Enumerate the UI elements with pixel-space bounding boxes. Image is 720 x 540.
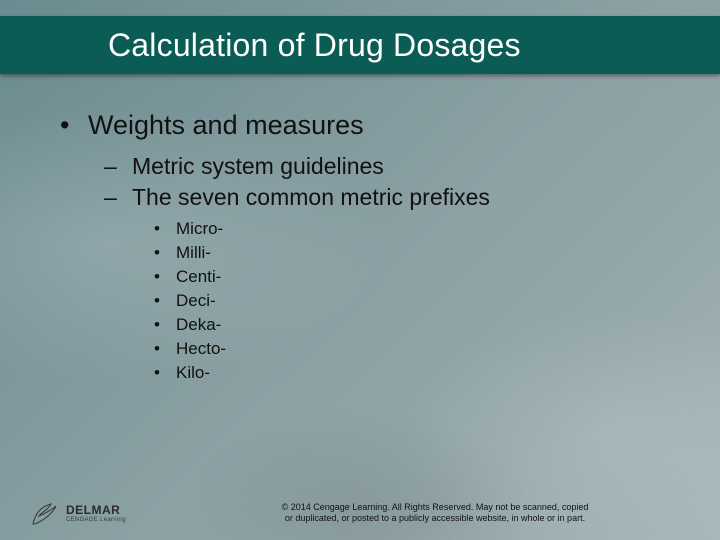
bullet-lvl3: • Milli- xyxy=(154,243,680,263)
slide: Calculation of Drug Dosages • Weights an… xyxy=(0,0,720,540)
bullet-lvl3: • Kilo- xyxy=(154,363,680,383)
bullet-lvl3: • Centi- xyxy=(154,267,680,287)
lvl3-group: • Micro- • Milli- • Centi- • Deci- • D xyxy=(154,219,680,383)
copyright-text: © 2014 Cengage Learning. All Rights Rese… xyxy=(210,502,660,525)
bullet-dot-icon: • xyxy=(154,291,176,311)
logo-mark-icon xyxy=(30,500,60,526)
lvl3-text: Deka- xyxy=(176,315,221,335)
copyright-line: or duplicated, or posted to a publicly a… xyxy=(285,513,585,523)
bullet-dot-icon: • xyxy=(60,110,88,141)
slide-content: • Weights and measures – Metric system g… xyxy=(60,110,680,387)
lvl3-text: Hecto- xyxy=(176,339,226,359)
logo-text: DELMAR CENGAGE Learning xyxy=(66,503,126,523)
lvl2-text: Metric system guidelines xyxy=(132,153,384,180)
dash-icon: – xyxy=(104,153,132,180)
bullet-dot-icon: • xyxy=(154,267,176,287)
lvl3-text: Micro- xyxy=(176,219,223,239)
bullet-dot-icon: • xyxy=(154,315,176,335)
bullet-lvl2: – The seven common metric prefixes xyxy=(104,184,680,211)
bullet-dot-icon: • xyxy=(154,363,176,383)
lvl3-text: Deci- xyxy=(176,291,216,311)
bullet-lvl1: • Weights and measures xyxy=(60,110,680,141)
bullet-lvl3: • Deka- xyxy=(154,315,680,335)
publisher-logo: DELMAR CENGAGE Learning xyxy=(30,500,126,526)
lvl1-text: Weights and measures xyxy=(88,110,364,141)
logo-subbrand: CENGAGE Learning xyxy=(66,517,126,523)
title-band: Calculation of Drug Dosages xyxy=(0,16,720,74)
slide-title: Calculation of Drug Dosages xyxy=(108,27,521,64)
bullet-lvl2: – Metric system guidelines xyxy=(104,153,680,180)
bullet-lvl3: • Deci- xyxy=(154,291,680,311)
bullet-lvl3: • Micro- xyxy=(154,219,680,239)
bullet-dot-icon: • xyxy=(154,243,176,263)
lvl2-text: The seven common metric prefixes xyxy=(132,184,490,211)
logo-brand: DELMAR xyxy=(66,503,126,517)
bullet-dot-icon: • xyxy=(154,219,176,239)
lvl3-text: Kilo- xyxy=(176,363,210,383)
lvl2-group: – Metric system guidelines – The seven c… xyxy=(104,153,680,383)
bullet-lvl3: • Hecto- xyxy=(154,339,680,359)
bullet-dot-icon: • xyxy=(154,339,176,359)
dash-icon: – xyxy=(104,184,132,211)
lvl3-text: Milli- xyxy=(176,243,211,263)
copyright-line: © 2014 Cengage Learning. All Rights Rese… xyxy=(282,502,589,512)
lvl3-text: Centi- xyxy=(176,267,221,287)
